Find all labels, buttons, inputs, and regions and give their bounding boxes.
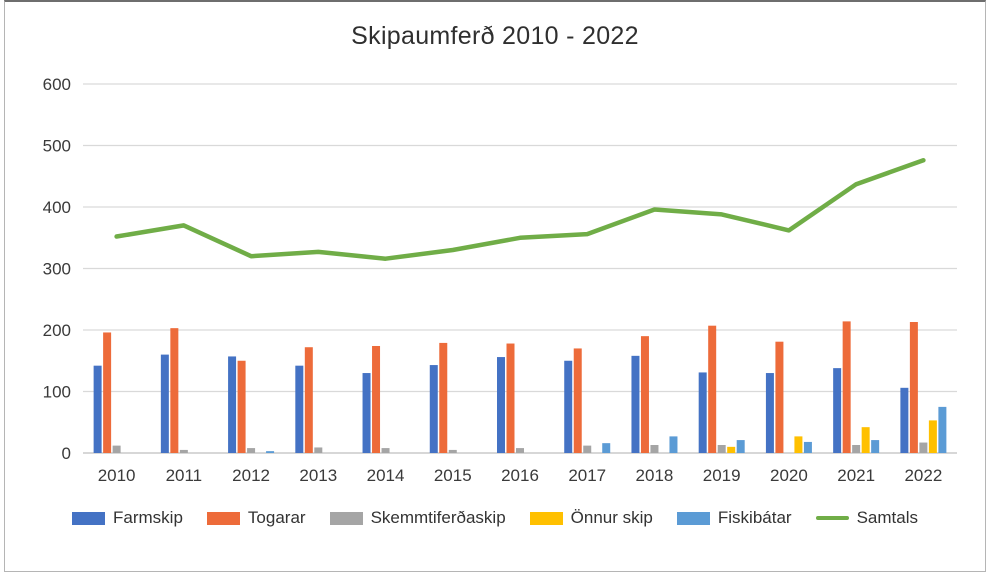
bar-fiskibátar — [602, 443, 611, 453]
bar-farmskip — [833, 368, 842, 453]
bar-togarar — [170, 328, 179, 453]
bar-skemmtiferðaskip — [919, 442, 928, 453]
bar-farmskip — [698, 372, 707, 453]
legend-label: Önnur skip — [570, 508, 653, 527]
legend-label: Samtals — [856, 508, 918, 527]
bar-togarar — [775, 341, 784, 453]
bar-skemmtiferðaskip — [112, 445, 121, 453]
bar-togarar — [506, 343, 515, 453]
x-tick-label: 2013 — [299, 466, 337, 485]
bar-fiskibátar — [736, 440, 745, 453]
bar-önnur-skip — [861, 427, 870, 453]
bar-farmskip — [93, 365, 102, 453]
legend-label: Farmskip — [113, 508, 183, 527]
y-tick-label: 500 — [43, 137, 71, 156]
x-tick-label: 2015 — [434, 466, 472, 485]
bar-farmskip — [900, 387, 909, 453]
bar-farmskip — [362, 373, 371, 453]
bar-togarar — [103, 332, 112, 453]
legend-swatch — [72, 511, 106, 525]
legend-label: Fiskibátar — [717, 508, 792, 527]
legend-swatch — [329, 511, 363, 525]
bar-farmskip — [228, 356, 237, 453]
legend-line-marker — [815, 516, 849, 520]
bar-fiskibátar — [669, 436, 678, 453]
bar-togarar — [372, 345, 381, 453]
bar-fiskibátar — [803, 441, 812, 453]
x-tick-label: 2016 — [501, 466, 539, 485]
bar-skemmtiferðaskip — [583, 445, 592, 453]
bar-fiskibátar — [938, 406, 947, 454]
bar-önnur-skip — [794, 436, 803, 453]
bar-farmskip — [497, 357, 505, 453]
x-tick-label: 2012 — [232, 466, 270, 485]
bar-togarar — [573, 348, 582, 453]
bar-farmskip — [429, 365, 438, 453]
bar-önnur-skip — [928, 420, 937, 453]
x-tick-label: 2018 — [636, 466, 674, 485]
y-tick-label: 0 — [62, 444, 71, 463]
x-tick-label: 2017 — [568, 466, 606, 485]
bar-farmskip — [295, 365, 304, 453]
x-tick-label: 2014 — [367, 466, 405, 485]
x-tick-label: 2011 — [166, 466, 203, 485]
line-samtals — [114, 158, 926, 261]
bar-fiskibátar — [871, 440, 880, 453]
bar-skemmtiferðaskip — [381, 448, 390, 453]
y-tick-label: 300 — [43, 260, 71, 279]
bar-togarar — [640, 336, 649, 453]
bar-önnur-skip — [727, 446, 736, 453]
legend-label: Skemmtiferðaskip — [370, 508, 506, 527]
bar-togarar — [237, 360, 246, 453]
bar-skemmtiferðaskip — [717, 445, 726, 453]
x-tick-label: 2020 — [770, 466, 808, 485]
bar-togarar — [708, 325, 717, 453]
legend-swatch — [529, 511, 563, 525]
bar-skemmtiferðaskip — [448, 449, 457, 453]
bar-togarar — [439, 342, 448, 453]
bar-togarar — [304, 347, 313, 453]
bar-togarar — [842, 321, 851, 453]
x-tick-label: 2010 — [98, 466, 136, 485]
legend-item-togarar: Togarar — [206, 508, 306, 528]
legend-item-farmskip: Farmskip — [72, 508, 183, 528]
bar-farmskip — [765, 373, 774, 453]
legend-label: Togarar — [247, 508, 306, 527]
x-tick-label: 2022 — [904, 466, 942, 485]
y-tick-label: 200 — [43, 321, 71, 340]
bar-skemmtiferðaskip — [314, 447, 323, 453]
chart-plot: 0 100 200 300 400 500 600 2010 2011 2012 2013 2014 2… — [43, 75, 957, 485]
y-tick-label: 400 — [43, 198, 71, 217]
bar-farmskip — [160, 354, 169, 453]
bar-skemmtiferðaskip — [516, 448, 524, 453]
y-tick-label: 600 — [43, 75, 71, 94]
bar-farmskip — [564, 360, 573, 453]
chart-title: Skipaumferð 2010 - 2022 — [351, 22, 639, 50]
legend-item-skemmtiferðaskip: Skemmtiferðaskip — [329, 508, 506, 528]
legend-item-önnur-skip: Önnur skip — [529, 508, 653, 528]
x-tick-label: 2019 — [703, 466, 741, 485]
bar-skemmtiferðaskip — [852, 445, 861, 453]
bar-skemmtiferðaskip — [247, 448, 256, 453]
bar-skemmtiferðaskip — [179, 449, 188, 453]
bar-fiskibátar — [266, 451, 275, 453]
bar-farmskip — [631, 355, 640, 453]
chart-container: Skipaumferð 2010 - 2022 0 100 200 300 400 500… — [4, 0, 986, 572]
legend-item-fiskibátar: Fiskibátar — [676, 508, 792, 528]
x-tick-label: 2021 — [837, 466, 875, 485]
bar-togarar — [909, 322, 918, 453]
y-tick-label: 100 — [43, 383, 71, 402]
legend-swatch — [676, 511, 710, 525]
legend-item-samtals: Samtals — [815, 508, 918, 528]
chart-legend: Farmskip Togarar Skemmtiferðaskip Önnur ski… — [5, 508, 985, 528]
legend-swatch — [206, 511, 240, 525]
bar-skemmtiferðaskip — [650, 445, 659, 453]
